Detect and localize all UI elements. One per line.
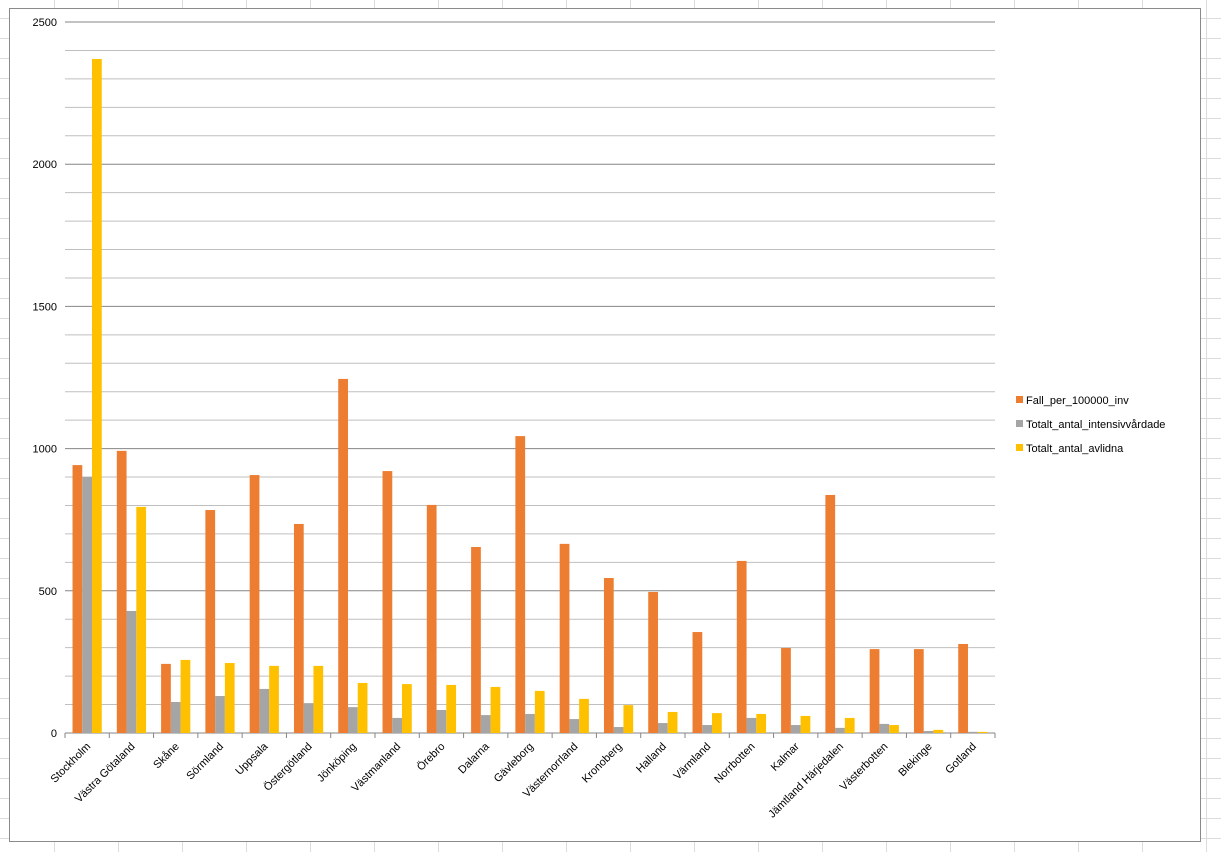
bar-totalt-antal-intensivv-rdade [480,715,491,733]
x-tick-label: Värmland [671,741,713,783]
legend-label: Totalt_antal_intensivvårdade [1026,419,1165,431]
bar-fall-per-100000-inv [869,649,880,733]
bar-fall-per-100000-inv [293,523,304,733]
bar-totalt-antal-avlidna [224,663,235,733]
bar-totalt-antal-intensivv-rdade [967,731,978,733]
bar-totalt-antal-intensivv-rdade [259,688,270,733]
bar-fall-per-100000-inv [382,471,393,733]
legend-swatch [1016,444,1023,451]
bar-totalt-antal-intensivv-rdade [82,477,93,733]
x-tick-label: Västerbotten [838,741,891,794]
x-tick-label: Jämtland Härjedalen [766,741,846,821]
bar-fall-per-100000-inv [426,504,437,733]
bar-totalt-antal-intensivv-rdade [746,717,757,733]
bar-totalt-antal-avlidna [889,725,899,733]
bar-totalt-antal-intensivv-rdade [923,731,934,733]
bar-fall-per-100000-inv [161,663,171,733]
bar-fall-per-100000-inv [781,647,791,733]
bar-fall-per-100000-inv [825,494,836,733]
bar-fall-per-100000-inv [72,465,83,733]
y-tick-label: 2500 [33,17,57,29]
bar-fall-per-100000-inv [116,450,127,733]
bar-fall-per-100000-inv [648,591,658,733]
bar-totalt-antal-avlidna [269,665,279,733]
bar-totalt-antal-intensivv-rdade [613,727,624,733]
bar-totalt-antal-intensivv-rdade [525,713,535,733]
y-tick-label: 1000 [33,444,57,456]
bar-fall-per-100000-inv [736,560,747,733]
bar-totalt-antal-intensivv-rdade [436,709,447,733]
legend-swatch [1016,420,1023,427]
legend-label: Fall_per_100000_inv [1026,395,1129,407]
bar-totalt-antal-avlidna [357,682,368,733]
x-tick-label: Skåne [151,741,182,772]
x-tick-label: Dalarna [456,740,492,776]
bar-totalt-antal-avlidna [180,659,191,733]
bar-totalt-antal-avlidna [446,684,457,733]
bar-fall-per-100000-inv [471,547,481,733]
bar-fall-per-100000-inv [249,475,260,733]
x-tick-label: Kronoberg [580,741,625,786]
bar-fall-per-100000-inv [692,632,703,733]
y-tick-label: 1500 [33,301,57,313]
bar-totalt-antal-avlidna [800,715,811,733]
bar-totalt-antal-avlidna [756,713,767,733]
bar-totalt-antal-avlidna [933,729,944,733]
bar-totalt-antal-avlidna [712,713,722,733]
bar-fall-per-100000-inv [515,436,526,733]
x-tick-label: Kalmar [769,740,802,773]
x-tick-label: Norrbotten [712,741,757,786]
x-tick-label: Örebro [415,741,448,774]
bar-totalt-antal-avlidna [313,665,324,733]
bar-totalt-antal-intensivv-rdade [702,725,713,733]
bar-fall-per-100000-inv [338,378,348,733]
x-tick-label: Gotland [943,741,979,777]
bar-totalt-antal-avlidna [490,686,501,733]
bar-totalt-antal-avlidna [402,684,412,733]
bar-fall-per-100000-inv [958,643,968,733]
x-tick-label: Gävleborg [492,741,536,785]
y-tick-label: 500 [39,586,57,598]
bar-totalt-antal-intensivv-rdade [215,696,225,733]
bar-totalt-antal-avlidna [623,705,634,733]
bar-totalt-antal-intensivv-rdade [170,702,181,733]
bar-totalt-antal-avlidna [844,717,855,733]
legend-label: Totalt_antal_avlidna [1026,443,1124,455]
bar-totalt-antal-avlidna [977,731,988,733]
bar-totalt-antal-avlidna [534,690,545,733]
y-tick-label: 2000 [33,159,57,171]
bar-totalt-antal-avlidna [667,711,678,733]
bar-totalt-antal-intensivv-rdade [835,727,845,733]
legend-swatch [1016,396,1023,403]
bar-totalt-antal-intensivv-rdade [657,723,668,733]
bar-totalt-antal-intensivv-rdade [879,723,890,733]
bar-totalt-antal-intensivv-rdade [303,703,314,733]
bar-fall-per-100000-inv [603,578,614,733]
x-tick-label: Jönköping [315,741,359,785]
bar-totalt-antal-intensivv-rdade [790,725,801,733]
bar-fall-per-100000-inv [559,543,570,733]
bar-totalt-antal-intensivv-rdade [392,717,403,733]
x-tick-label: Uppsala [233,740,271,778]
bar-totalt-antal-intensivv-rdade [347,707,358,733]
bar-totalt-antal-intensivv-rdade [569,719,580,733]
y-tick-label: 0 [51,728,57,740]
bar-totalt-antal-avlidna [92,58,102,734]
bar-fall-per-100000-inv [205,510,216,733]
x-tick-label: Sörmland [184,741,226,783]
bar-totalt-antal-intensivv-rdade [126,610,137,733]
bar-fall-per-100000-inv [913,649,924,733]
x-tick-label: Halland [634,741,669,776]
x-tick-label: Stockholm [48,741,93,786]
bar-totalt-antal-avlidna [136,506,147,733]
bar-totalt-antal-avlidna [579,698,589,733]
x-tick-label: Blekinge [896,741,934,779]
